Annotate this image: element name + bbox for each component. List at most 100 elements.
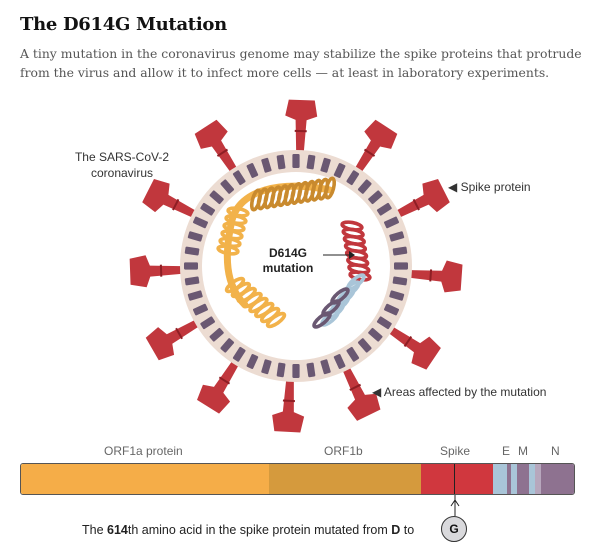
membrane-protein (392, 246, 408, 256)
spike-mutation-band (429, 269, 433, 282)
spike-mutation-band (403, 335, 413, 348)
genome-label-spike: Spike (440, 444, 471, 458)
membrane-tile (200, 316, 216, 330)
virus-label-line1: The SARS-CoV-2 (74, 150, 170, 164)
membrane-protein (292, 154, 300, 168)
membrane-protein (320, 157, 331, 173)
rna-coil-top (323, 176, 337, 200)
membrane-tile (384, 216, 399, 229)
membrane-protein (346, 170, 360, 186)
genome-label-n: N (551, 444, 560, 458)
membrane-tile (333, 163, 346, 178)
membrane-tile (209, 190, 224, 205)
membrane-protein (357, 179, 372, 194)
caption-part1: The (82, 523, 108, 537)
membrane-tile (376, 316, 392, 330)
genome-segment-orf1a (21, 464, 269, 494)
spike-protein (197, 355, 242, 414)
rna-coil-left (216, 244, 240, 256)
spike-mutation-band (172, 198, 180, 211)
membrane-tile (394, 262, 408, 270)
spike-shape (272, 373, 305, 433)
page-subtitle: A tiny mutation in the coronavirus genom… (20, 46, 582, 80)
membrane-protein (306, 362, 316, 378)
membrane-protein (276, 362, 286, 378)
membrane-tile (389, 290, 405, 301)
membrane-protein (392, 276, 408, 286)
page-title: The D614G Mutation (20, 14, 227, 35)
genome-label-m: M (518, 444, 528, 458)
membrane-tile (209, 327, 224, 342)
membrane-tile (184, 262, 198, 270)
spike-protein (129, 255, 189, 288)
membrane-tile (187, 290, 203, 301)
caption-part2: th amino acid in the spike protein mutat… (127, 523, 392, 537)
membrane-protein (232, 170, 246, 186)
membrane-tile (261, 359, 272, 375)
genome-segment-orf1b (269, 464, 421, 494)
mutation-label-line1: D614G (268, 246, 308, 260)
spike-shape (145, 316, 205, 361)
membrane-protein (187, 290, 203, 301)
membrane-protein (368, 190, 383, 205)
membrane-protein (193, 303, 208, 316)
caption-pointer-arrowhead (450, 499, 460, 507)
caption-part3: to (400, 523, 415, 537)
membrane-tile (276, 154, 286, 170)
membrane-protein (320, 359, 331, 375)
membrane-protein (389, 231, 405, 242)
genome-segment-m (517, 464, 529, 494)
membrane-protein (209, 190, 224, 205)
membrane-protein (261, 157, 272, 173)
genome-label-orf1a: ORF1a protein (104, 444, 183, 458)
membrane-tile (246, 354, 259, 369)
membrane-tile (357, 179, 372, 194)
spike-proteins (129, 99, 463, 433)
membrane-tile (368, 190, 383, 205)
membrane-tile (346, 170, 360, 186)
membrane-tile (292, 364, 300, 378)
membrane-tile (392, 276, 408, 286)
membrane-protein (346, 346, 360, 362)
genome-label-e: E (502, 444, 511, 458)
membrane-protein (389, 290, 405, 301)
spike-mutation-marker (454, 464, 456, 494)
membrane-tile (220, 338, 235, 353)
mutated-amino-acid-badge: G (441, 516, 467, 542)
spike-protein (285, 99, 318, 159)
membrane-tile (232, 170, 246, 186)
spike-mutation-band (218, 376, 231, 385)
spike-protein (351, 119, 398, 178)
spike-shape (129, 255, 189, 288)
membrane-protein (220, 338, 235, 353)
membrane-tile (306, 154, 316, 170)
genome-segment-orf3 (493, 464, 507, 494)
genome-segment-spike (421, 464, 493, 494)
membrane-tile (246, 163, 259, 178)
membrane-protein (184, 246, 200, 256)
membrane-protein (292, 364, 300, 378)
membrane-protein (276, 154, 286, 170)
membrane-protein (306, 154, 316, 170)
membrane-proteins (184, 154, 408, 378)
membrane-tile (193, 303, 208, 316)
mutation-label-line2: mutation (262, 261, 314, 275)
membrane-protein (246, 354, 259, 369)
membrane-protein (232, 346, 246, 362)
membrane-protein (357, 338, 372, 353)
membrane-protein (384, 216, 399, 229)
spike-protein-label: ◀ Spike protein (448, 180, 531, 194)
spike-protein (383, 323, 441, 370)
spike-mutation-band (216, 148, 229, 157)
spike-protein (390, 179, 450, 221)
membrane-protein (200, 316, 216, 330)
membrane-protein (394, 262, 408, 270)
spike-shape (340, 361, 381, 421)
membrane-tile (320, 157, 331, 173)
membrane-tile (306, 362, 316, 378)
membrane-protein (333, 163, 346, 178)
spike-shape (194, 119, 241, 178)
genome-bar (20, 463, 575, 495)
rna-genome (216, 176, 372, 329)
